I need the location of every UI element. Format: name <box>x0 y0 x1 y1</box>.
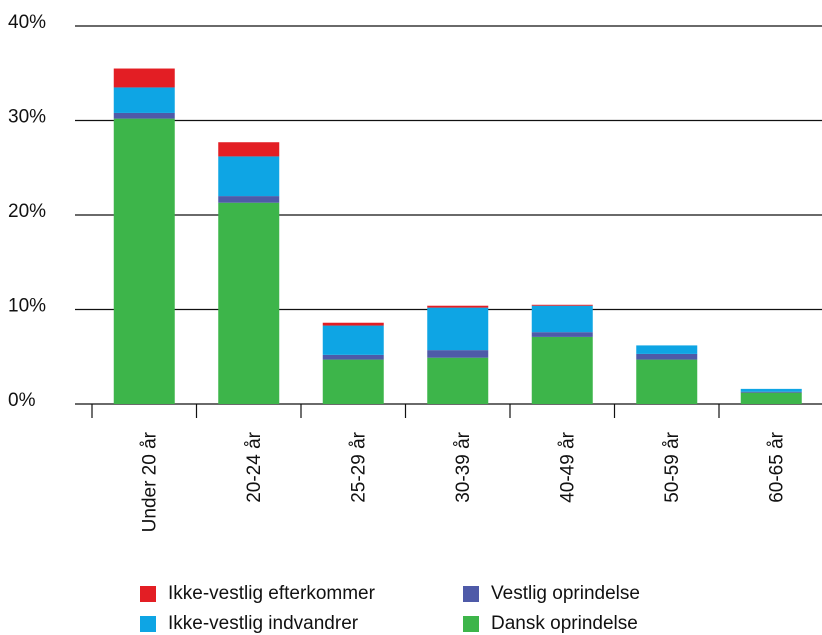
bar-segment <box>218 142 280 157</box>
legend-label: Ikke-vestlig indvandrer <box>168 613 359 634</box>
bar-segment <box>427 350 489 358</box>
legend-label: Vestlig oprindelse <box>491 583 640 604</box>
legend-label: Dansk oprindelse <box>491 613 638 634</box>
legend-swatch <box>463 586 479 602</box>
bar-segment <box>531 305 593 333</box>
bar-segment <box>322 354 384 360</box>
bar-segment <box>113 87 175 113</box>
bar-segment <box>636 345 698 354</box>
bar-segment <box>218 196 280 203</box>
bar-segment <box>427 307 489 351</box>
x-tick-label: 30-39 år <box>453 431 474 502</box>
bar-segment <box>322 359 384 404</box>
legend-label: Ikke-vestlig efterkommer <box>168 583 376 604</box>
legend-swatch <box>140 616 156 632</box>
x-tick-label: 50-59 år <box>662 431 683 502</box>
x-tick-label: 20-24 år <box>244 431 265 502</box>
bar-segment <box>531 304 593 306</box>
bar-segment <box>322 325 384 355</box>
y-tick-label: 10% <box>8 296 46 317</box>
x-tick-label: 60-65 år <box>766 431 787 502</box>
x-tick-label: Under 20 år <box>139 431 160 532</box>
y-tick-label: 20% <box>8 201 46 222</box>
x-tick-label: 40-49 år <box>557 431 578 502</box>
bar-segment <box>427 357 489 404</box>
bar-segment <box>531 336 593 404</box>
bar-segment <box>531 332 593 337</box>
y-tick-label: 30% <box>8 107 46 128</box>
bar-segment <box>218 156 280 197</box>
bar-segment <box>113 68 175 88</box>
bar-segment <box>427 305 489 308</box>
bar-segment <box>740 391 802 393</box>
bar-segment <box>636 359 698 404</box>
y-tick-label: 40% <box>8 12 46 33</box>
x-tick-label: 25-29 år <box>348 431 369 502</box>
legend-swatch <box>463 616 479 632</box>
bar-segment <box>113 112 175 119</box>
bar-segment <box>218 202 280 404</box>
bar-segment <box>636 353 698 360</box>
legend-swatch <box>140 586 156 602</box>
bar-segment <box>740 392 802 404</box>
bar-segment <box>113 118 175 405</box>
y-tick-label: 0% <box>8 390 36 411</box>
bar-segment <box>322 322 384 326</box>
bar-segment <box>740 388 802 392</box>
